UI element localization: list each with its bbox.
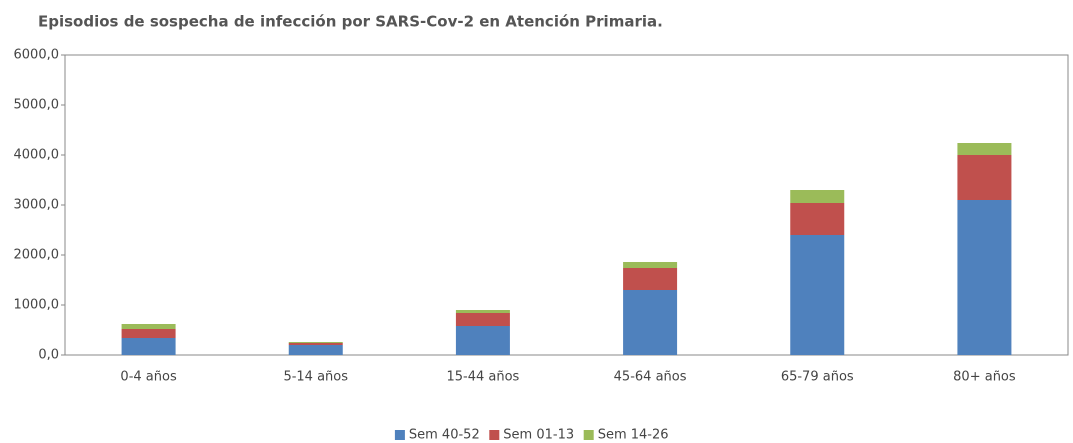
bar-segment (455, 310, 510, 313)
legend-swatch (583, 430, 594, 440)
x-tick-label: 45-64 años (614, 370, 687, 385)
y-tick-label: 1000,0 (14, 298, 60, 313)
legend-swatch (394, 430, 405, 440)
bar-segment (957, 143, 1012, 155)
bar-segment (455, 326, 510, 355)
chart-title: Episodios de sospecha de infección por S… (38, 13, 663, 31)
bar-segment (288, 343, 343, 345)
bar-segment (957, 200, 1012, 355)
y-tick-label: 0,0 (38, 348, 59, 363)
bar-segment (623, 268, 678, 290)
y-tick-label: 3000,0 (14, 198, 60, 213)
x-tick-label: 80+ años (953, 370, 1016, 385)
x-tick-label: 65-79 años (781, 370, 854, 385)
bar-segment (288, 345, 343, 355)
bar-segment (790, 190, 845, 203)
legend-label: Sem 14-26 (598, 428, 669, 443)
x-tick-label: 15-44 años (446, 370, 519, 385)
bar-segment (790, 235, 845, 355)
bar-segment (121, 329, 176, 338)
legend-swatch (489, 430, 500, 440)
legend-label: Sem 01-13 (503, 428, 574, 443)
y-tick-label: 6000,0 (14, 48, 60, 63)
y-tick-label: 5000,0 (14, 98, 60, 113)
plot-frame (64, 54, 1069, 356)
bar-segment (121, 338, 176, 355)
bar-segment (623, 262, 678, 268)
bar-segment (121, 324, 176, 329)
x-tick-label: 5-14 años (283, 370, 348, 385)
bar-segment (790, 203, 845, 235)
bar-segment (288, 342, 343, 343)
x-tick-label: 0-4 años (120, 370, 177, 385)
bar-segment (623, 290, 678, 355)
y-tick-label: 2000,0 (14, 248, 60, 263)
bar-segment (957, 155, 1012, 200)
bar-segment (455, 313, 510, 326)
legend-label: Sem 40-52 (409, 428, 480, 443)
y-tick-label: 4000,0 (14, 148, 60, 163)
